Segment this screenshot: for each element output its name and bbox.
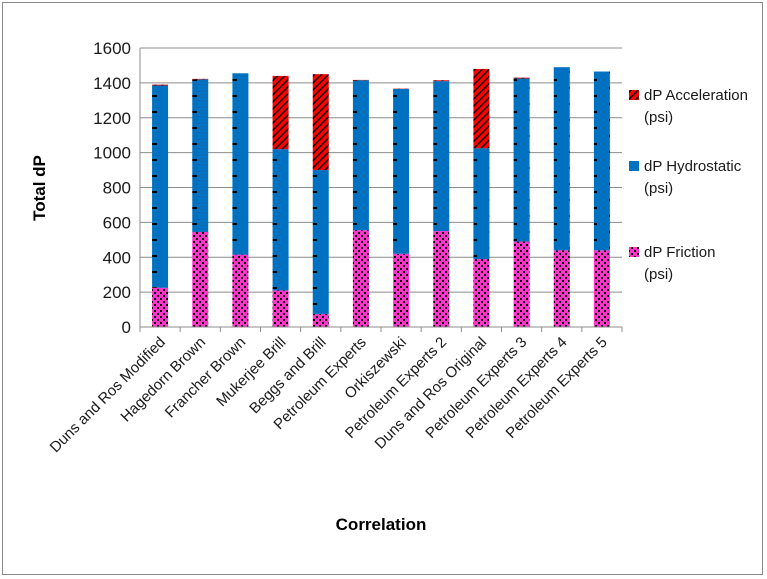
y-tick-label: 400: [103, 248, 131, 267]
bar-segment-diagonal: [513, 77, 530, 79]
bar-segment-diagonal: [192, 78, 209, 80]
y-tick-label: 1400: [93, 74, 131, 93]
y-tick-label: 1000: [93, 144, 131, 163]
legend-label-unit: (psi): [644, 180, 673, 197]
bar-segment-dashes: [312, 170, 329, 314]
bar-segment-dots: [232, 254, 249, 327]
bar-segment-dots: [352, 230, 369, 327]
stacked-bar-chart: 0 200 400 600 800 1000 1200 1400 1600 Duns and R…: [30, 39, 748, 534]
bar-segment-diagonal: [312, 74, 329, 171]
legend: dP Acceleration (psi) dP Hydrostatic (psi) d…: [629, 87, 748, 283]
bar-segment-dots: [152, 287, 169, 327]
bar-segment-dashes: [553, 67, 570, 251]
bar-segment-dashes: [152, 85, 169, 288]
y-tick-label: 1200: [93, 109, 131, 128]
y-tick-label: 200: [103, 283, 131, 302]
y-tick-label: 1600: [93, 39, 131, 58]
bar-segment-diagonal: [473, 68, 490, 149]
bar-segment-dashes: [352, 80, 369, 231]
bar-segment-diagonal: [433, 80, 450, 82]
y-tick-label: 800: [103, 179, 131, 198]
legend-label-unit: (psi): [644, 109, 673, 126]
bar-segment-diagonal: [272, 75, 289, 150]
y-tick-label: 0: [122, 318, 131, 337]
bar-segment-dots: [192, 231, 209, 327]
axes: [139, 48, 623, 332]
legend-swatch: [629, 247, 639, 257]
gridlines: [140, 47, 622, 293]
bar-segment-dots: [433, 231, 450, 327]
legend-label: dP Acceleration: [644, 87, 748, 104]
y-tick-label: 600: [103, 213, 131, 232]
legend-label: dP Friction: [644, 244, 715, 261]
bar-segment-dashes: [192, 79, 209, 232]
bar-segment-diagonal: [152, 84, 169, 86]
bar-segment-dots: [473, 258, 490, 327]
bar-segment-dashes: [272, 149, 289, 291]
legend-label: dP Hydrostatic: [644, 158, 742, 175]
bar-segment-dots: [272, 290, 289, 327]
bar-segment-dashes: [232, 73, 249, 255]
bar-segment-dashes: [513, 78, 530, 242]
legend-label-unit: (psi): [644, 266, 673, 283]
bar-segment-dashes: [593, 71, 610, 251]
bar-segment-dots: [513, 241, 530, 327]
bar-segment-dashes: [473, 148, 490, 259]
legend-swatch: [629, 90, 639, 100]
y-tick-labels: 0 200 400 600 800 1000 1200 1400 1600: [93, 39, 131, 337]
bar-segment-dots: [312, 313, 329, 327]
bar-segment-dots: [593, 250, 610, 327]
bar-segment-dots: [393, 253, 410, 327]
bar-segment-dots: [553, 250, 570, 327]
bar-segment-dashes: [433, 81, 450, 232]
y-axis-title: Total dP: [30, 155, 49, 221]
legend-swatch: [629, 161, 639, 171]
bars: [152, 67, 610, 327]
bar-segment-dashes: [393, 88, 410, 254]
x-axis-title: Correlation: [336, 515, 427, 534]
